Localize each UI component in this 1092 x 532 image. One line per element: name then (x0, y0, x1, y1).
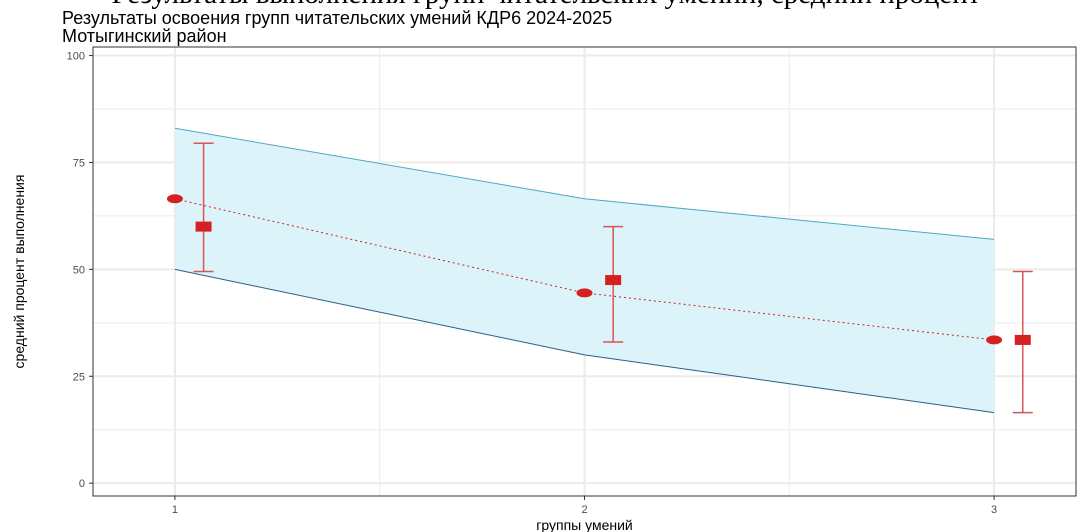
y-axis-ticks: 0 25 50 75 100 (67, 51, 93, 490)
point-square (605, 275, 622, 286)
x-tick-label: 1 (172, 504, 178, 516)
point-square (1014, 334, 1031, 345)
band-fill (174, 128, 995, 413)
x-tick-label: 2 (581, 504, 587, 516)
data-points (166, 194, 1031, 345)
point-circle (986, 335, 1003, 345)
point-circle (576, 288, 593, 298)
cropped-page-heading: Результаты выполнения групп читательских… (8, 0, 1084, 9)
y-tick-label: 100 (67, 51, 85, 63)
range-band (174, 127, 995, 414)
x-tick-label: 3 (991, 504, 997, 516)
point-circle (166, 194, 183, 204)
y-tick-label: 50 (73, 264, 85, 276)
y-tick-label: 75 (73, 157, 85, 169)
chart-subtitle: Мотыгинский район (62, 26, 227, 46)
point-square (195, 221, 212, 232)
error-bars (193, 142, 1033, 414)
x-axis-ticks: 1 2 3 (172, 496, 997, 516)
x-axis-title: группы умений (536, 517, 632, 532)
band-upper-line (174, 127, 995, 240)
y-tick-label: 25 (73, 371, 85, 383)
y-axis-title: средний процент выполнения (11, 175, 27, 369)
chart-title: Результаты освоения групп читательских у… (62, 8, 613, 28)
y-tick-label: 0 (79, 478, 85, 490)
band-lower-line (174, 268, 995, 414)
